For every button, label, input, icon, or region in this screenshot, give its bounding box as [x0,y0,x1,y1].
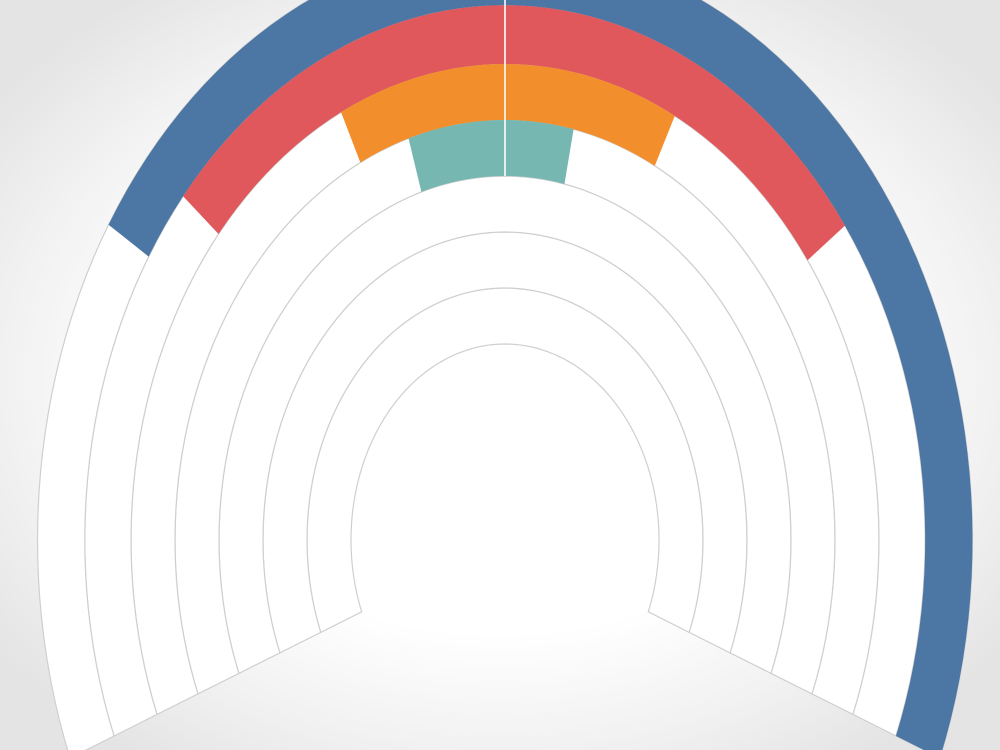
series-arc-2 [183,5,845,261]
series-arc-4 [408,120,574,192]
series-arc-3 [341,64,675,166]
